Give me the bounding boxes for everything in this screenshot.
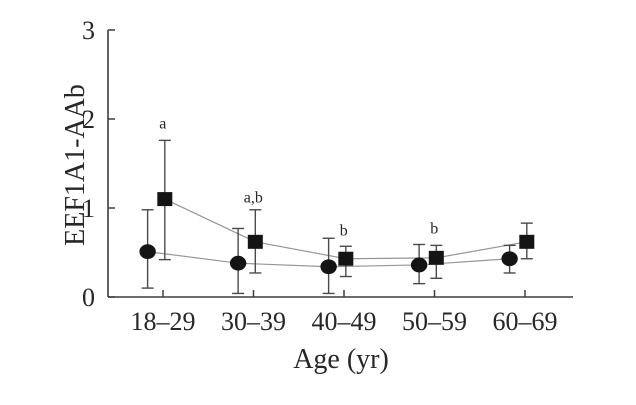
x-tick-label: 30–39 [221,307,286,336]
y-tick-label: 1 [82,194,95,223]
data-point-square [247,234,263,249]
data-point-square [157,192,173,207]
data-point-square [519,234,535,249]
data-point-square [338,251,354,266]
x-axis-title: Age (yr) [293,344,389,375]
significance-label: b [340,222,348,239]
x-tick-label: 18–29 [131,307,196,336]
y-tick-label: 3 [82,16,95,45]
data-point-square [428,250,444,265]
y-tick-label: 2 [82,105,95,134]
significance-label: a [159,115,166,132]
x-tick-label: 40–49 [312,307,377,336]
data-point-circle [501,251,518,267]
data-point-circle [320,259,337,275]
significance-label: a,b [244,189,263,206]
data-point-circle [139,244,156,260]
x-tick-label: 60–69 [493,307,558,336]
x-tick-label: 50–59 [402,307,467,336]
data-point-circle [229,255,247,271]
significance-label: b [430,220,438,237]
y-tick-label: 0 [82,283,95,312]
data-point-circle [410,257,428,273]
y-axis-title: EEF1A1-AAb [60,84,91,246]
